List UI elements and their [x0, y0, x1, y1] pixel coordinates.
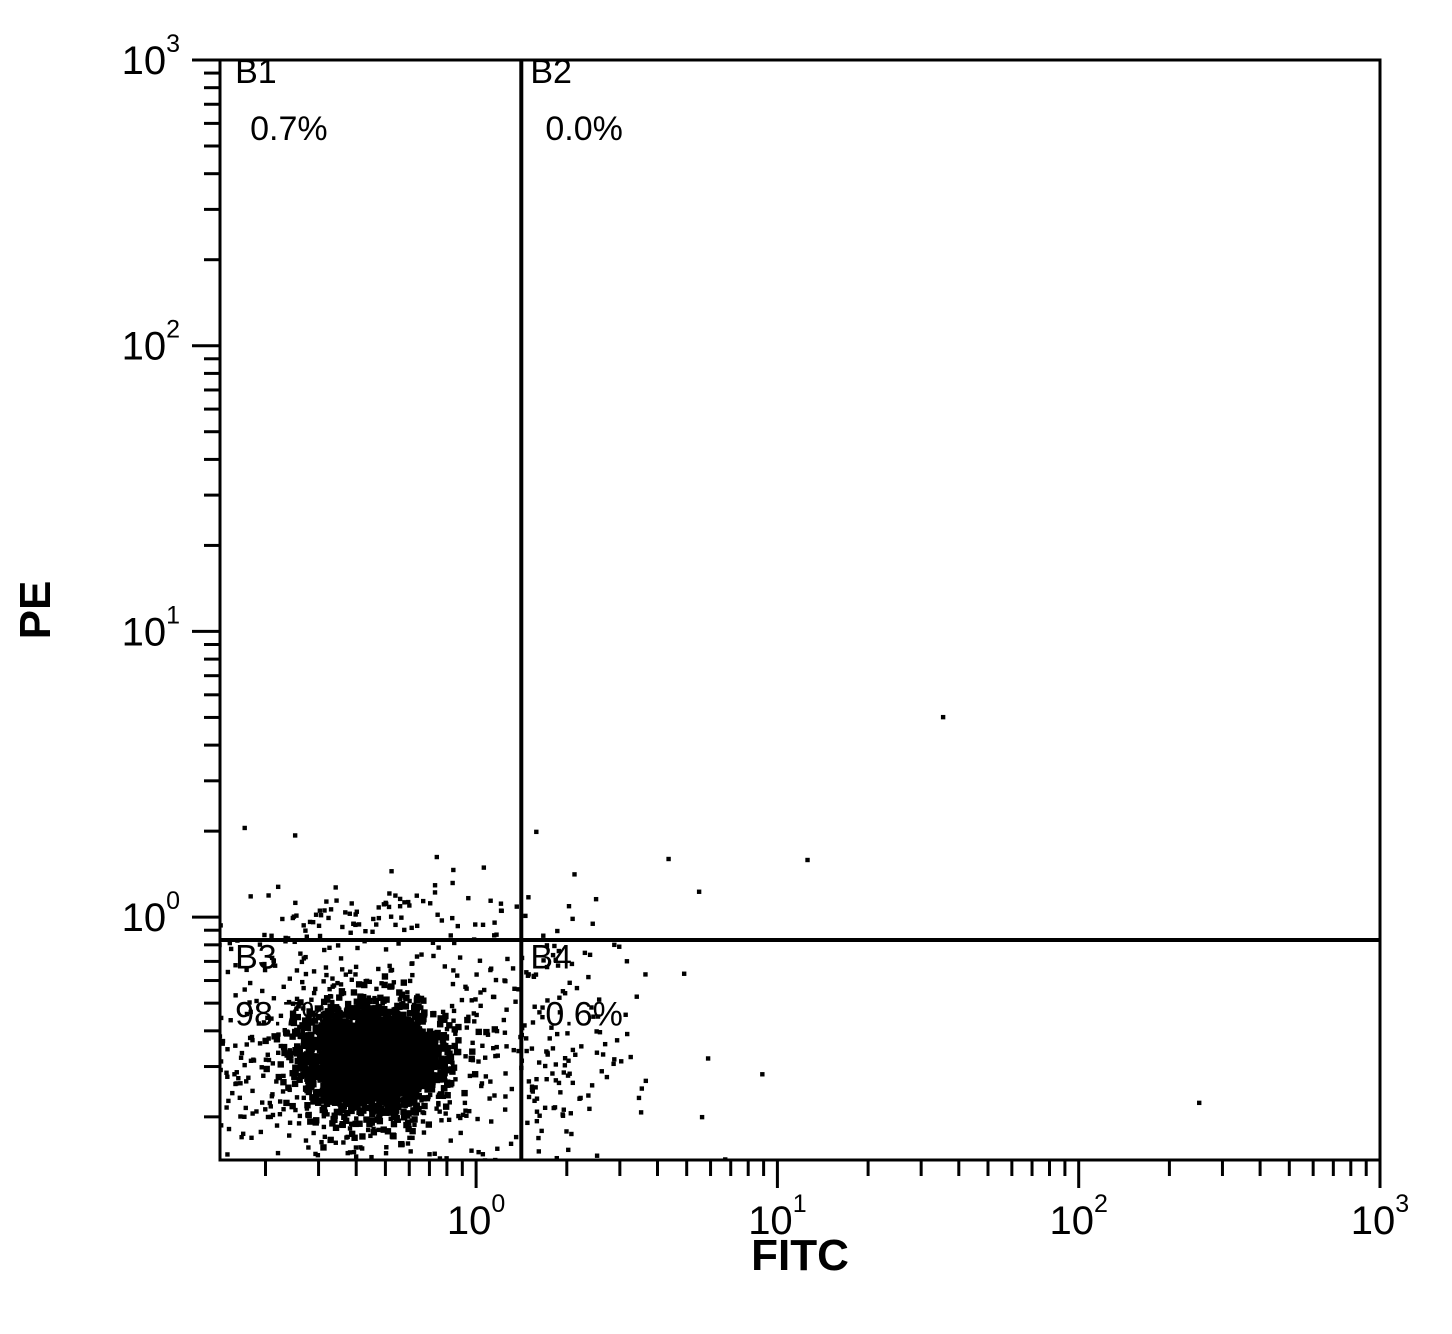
plot-svg: 100101102103100101102103FITCPEB10.7%B20.…: [0, 0, 1452, 1334]
x-axis-label: FITC: [751, 1231, 849, 1280]
y-axis-label: PE: [11, 581, 60, 640]
quadrant-percent: 0.0%: [545, 110, 623, 148]
quadrant-name: B3: [235, 939, 277, 977]
quadrant-percent: 0.7%: [250, 110, 328, 148]
quadrant-name: B4: [530, 939, 572, 977]
flow-cytometry-plot: 100101102103100101102103FITCPEB10.7%B20.…: [0, 0, 1452, 1334]
quadrant-name: B2: [530, 53, 572, 91]
quadrant-percent: 0.6%: [545, 996, 623, 1034]
quadrant-name: B1: [235, 53, 277, 91]
quadrant-percent: 98.7%: [235, 996, 331, 1034]
